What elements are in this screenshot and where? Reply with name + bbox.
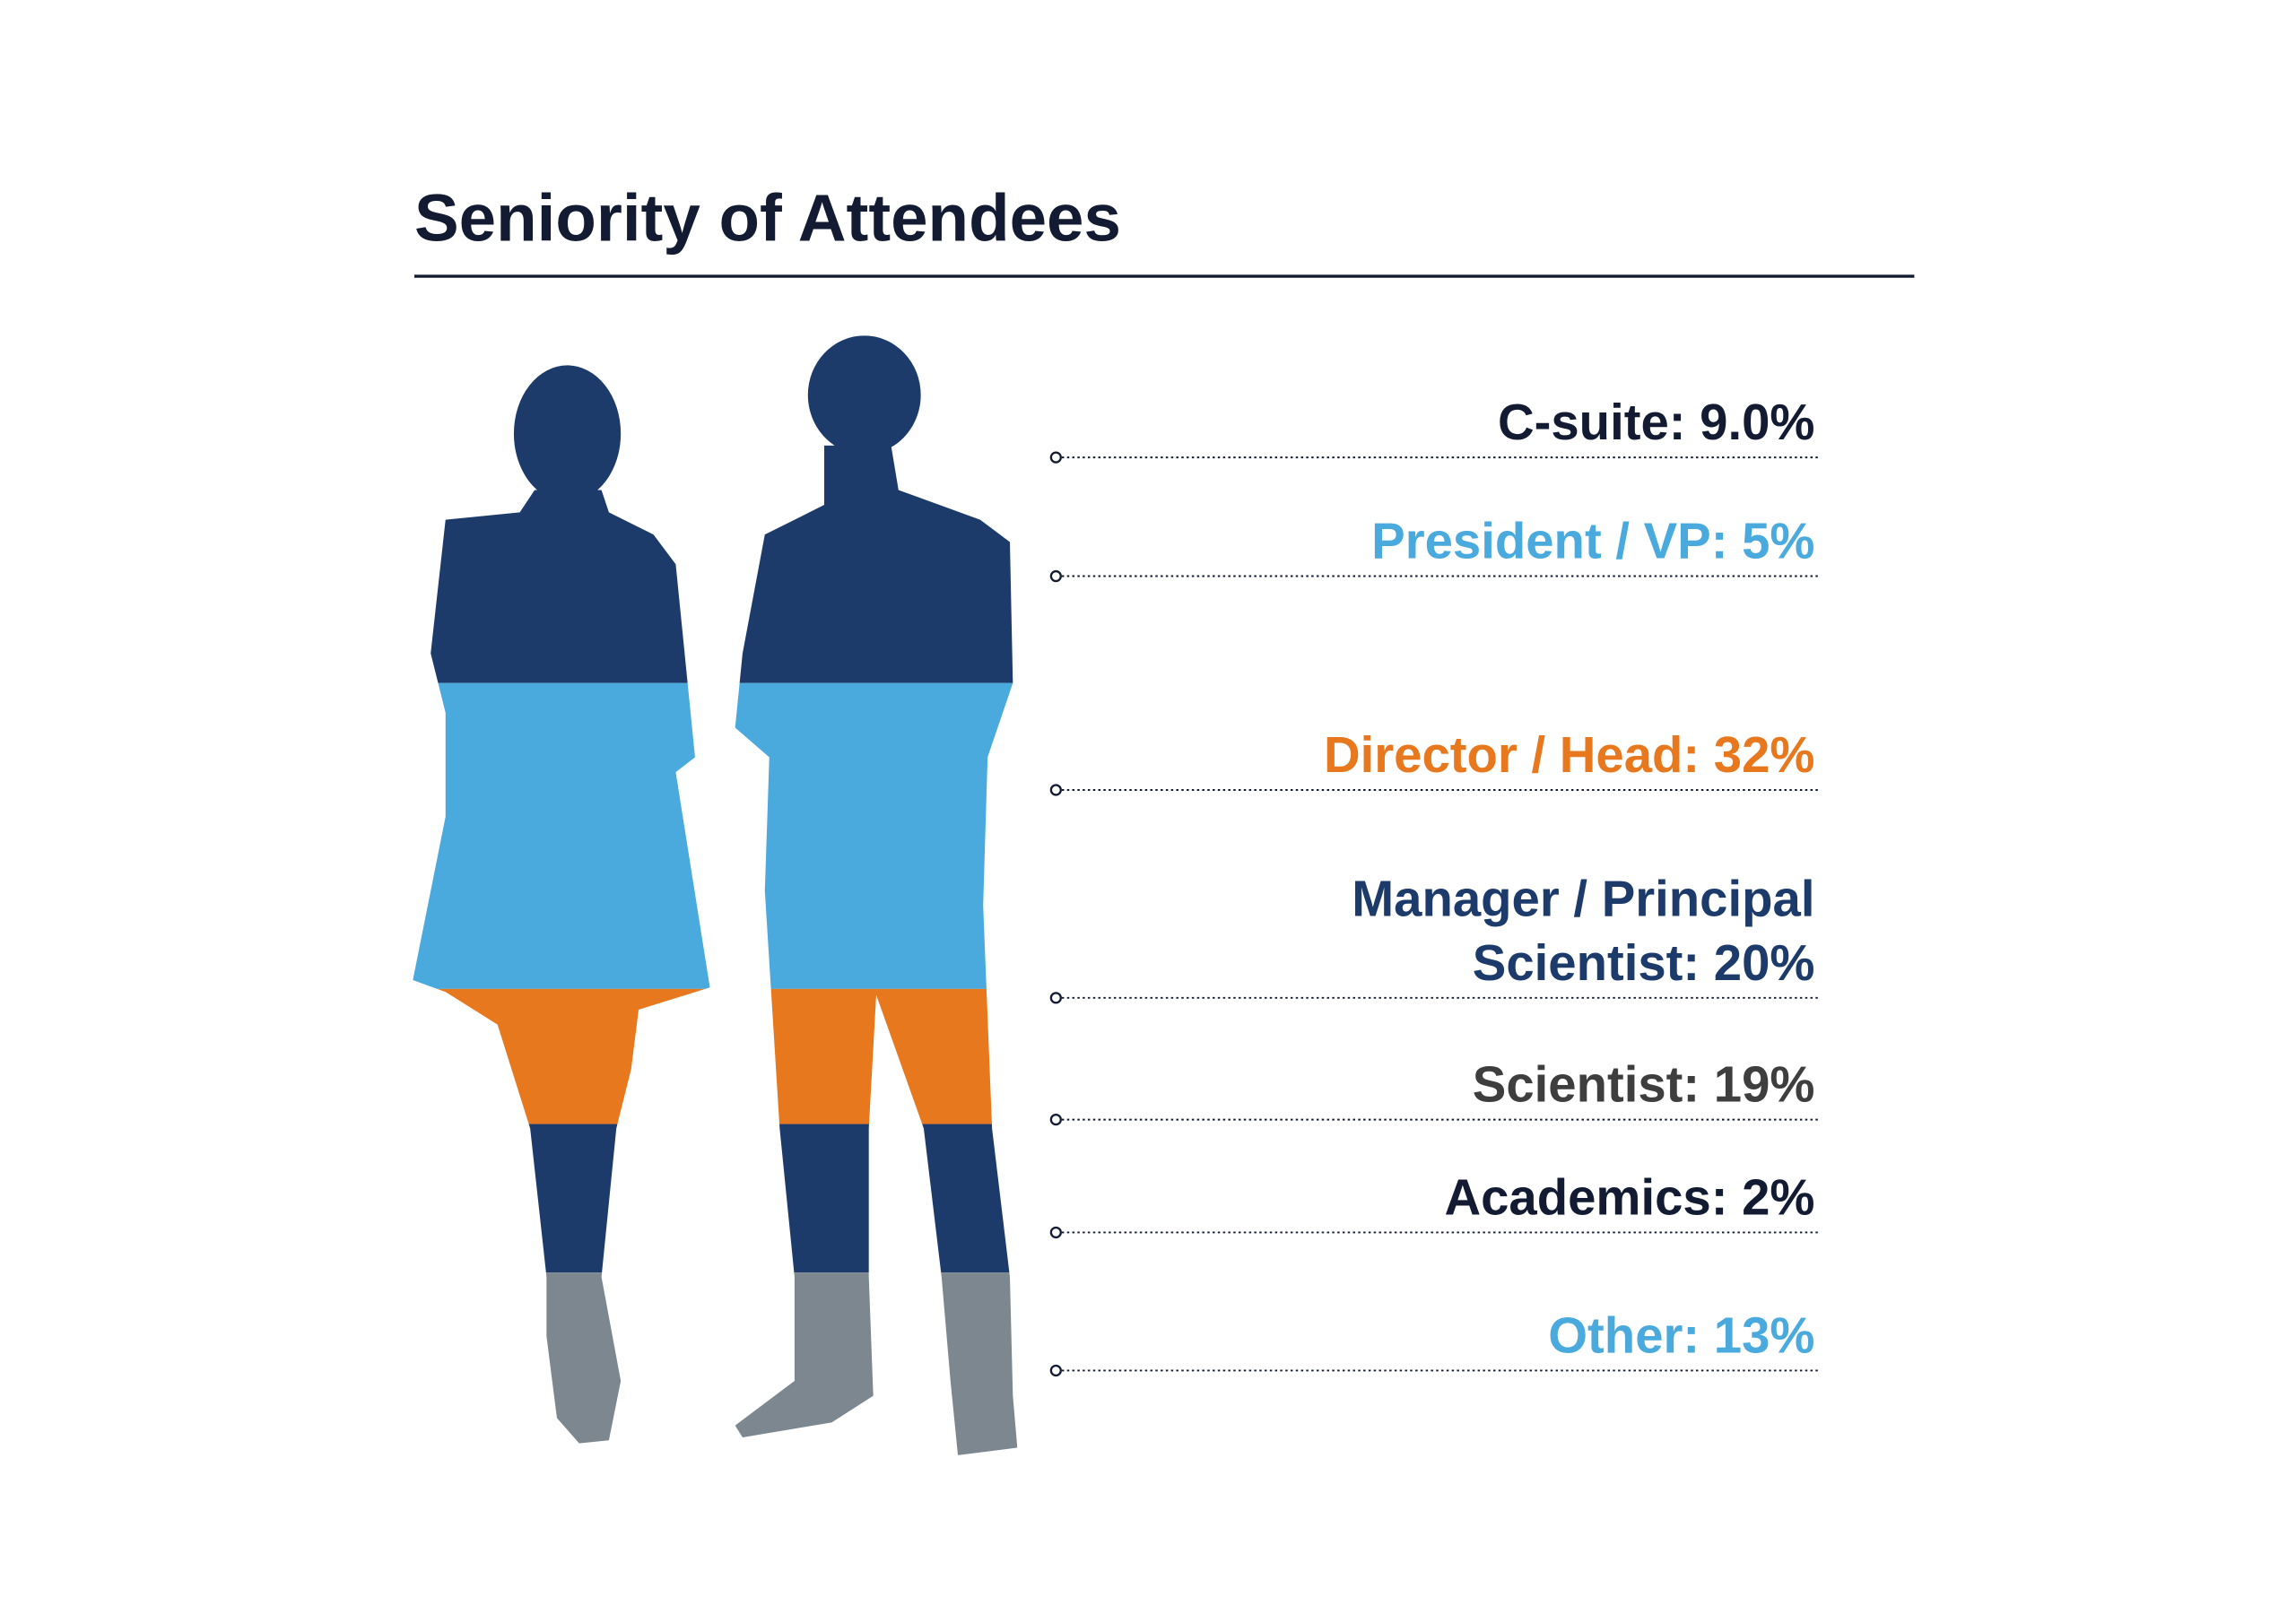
leader-dot bbox=[1049, 784, 1062, 796]
leader-dot bbox=[1049, 1113, 1062, 1126]
band bbox=[413, 682, 1018, 989]
title: Seniority of Attendees bbox=[414, 180, 1121, 255]
leader-dot bbox=[1049, 1364, 1062, 1377]
label: Director / Head: 32% bbox=[1324, 726, 1815, 783]
label: Manager / Principal bbox=[1352, 871, 1814, 927]
labels: C-suite: 9.0% President / VP: 5% Director … bbox=[1049, 394, 1820, 1377]
band bbox=[413, 1124, 1018, 1273]
label: President / VP: 5% bbox=[1371, 513, 1814, 569]
band bbox=[413, 335, 1018, 683]
band bbox=[413, 1272, 1018, 1455]
leader-dot bbox=[1049, 992, 1062, 1004]
label: Academics: 2% bbox=[1444, 1169, 1814, 1226]
label: Scientist: 20% bbox=[1473, 934, 1815, 991]
label: C-suite: 9.0% bbox=[1498, 394, 1815, 450]
label: Other: 13% bbox=[1548, 1307, 1814, 1364]
band bbox=[413, 988, 1018, 1124]
leader-dot bbox=[1049, 451, 1062, 464]
leader-dot bbox=[1049, 1226, 1062, 1239]
leader-dot bbox=[1049, 569, 1062, 583]
label: Scientist: 19% bbox=[1473, 1056, 1815, 1113]
silhouettes bbox=[413, 335, 1018, 1455]
